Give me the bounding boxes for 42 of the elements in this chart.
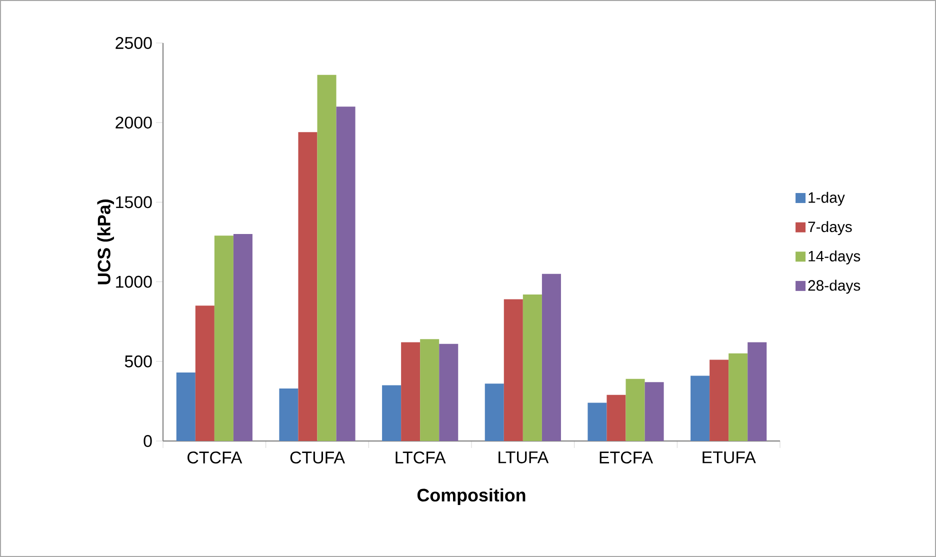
x-tick-label: ETCFA [600, 452, 654, 464]
bar [644, 382, 664, 441]
bar [626, 378, 645, 441]
bar [484, 384, 504, 441]
bar [690, 376, 710, 441]
y-tick-label: 2500 [116, 36, 152, 49]
bar [504, 299, 523, 441]
bar [542, 274, 561, 441]
bar [401, 342, 420, 441]
y-tick-label: 1000 [116, 276, 152, 288]
bar [728, 353, 748, 441]
legend-label: 14-days [808, 250, 860, 264]
bar [606, 394, 626, 441]
x-tick-label: CTCFA [188, 452, 242, 464]
bar [195, 306, 214, 441]
x-tick-label: LTCFA [396, 452, 446, 464]
bar [522, 294, 542, 441]
bar [317, 74, 336, 441]
bar [298, 132, 318, 441]
y-tick-label: 2000 [116, 116, 152, 129]
x-tick-label: CTUFA [290, 452, 345, 464]
x-axis-title: Composition [417, 488, 526, 506]
bar [382, 385, 402, 441]
bar [336, 106, 356, 441]
bar [748, 342, 767, 441]
bar [233, 234, 252, 441]
y-axis-title: UCS (kPa) [97, 200, 114, 284]
y-tick-label: 0 [144, 434, 152, 447]
bar [176, 372, 196, 441]
bar [420, 339, 440, 441]
legend-label: 28-days [808, 280, 860, 294]
legend-label: 7-days [808, 221, 852, 236]
x-tick-label: ETUFA [702, 452, 756, 464]
bar [279, 388, 298, 441]
bar [588, 402, 607, 441]
legend-label: 1-day [808, 192, 845, 206]
x-tick-label: LTUFA [498, 452, 549, 464]
y-tick-label: 1500 [116, 196, 152, 208]
bar [439, 344, 458, 441]
bar [214, 236, 234, 441]
bar [710, 360, 729, 441]
y-tick-label: 500 [124, 355, 152, 368]
